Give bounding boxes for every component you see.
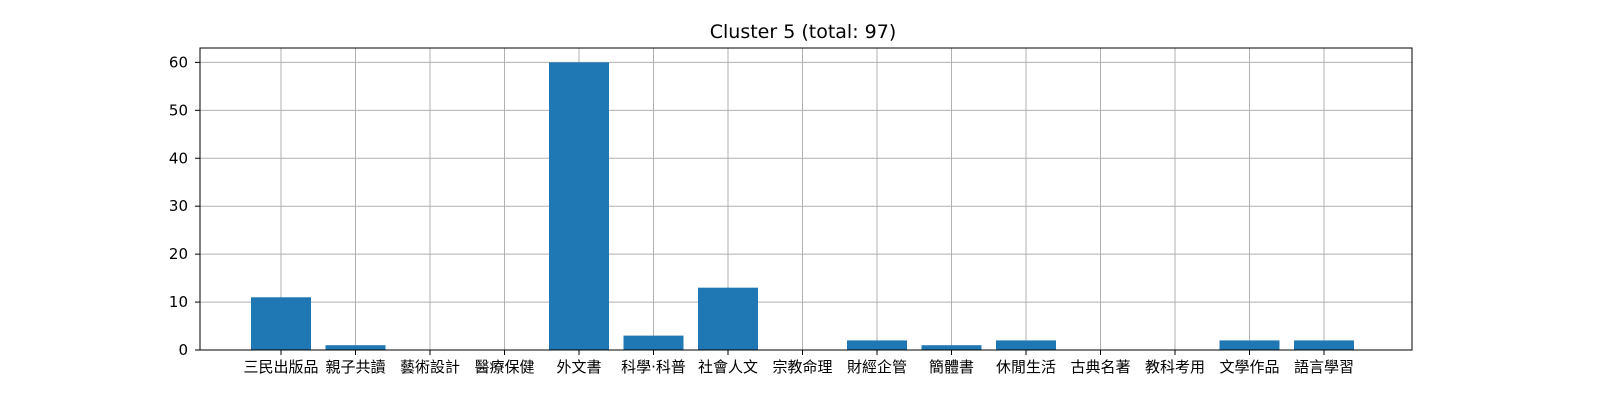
y-tick-label-5: 50 <box>169 101 188 119</box>
bar-5 <box>623 335 684 350</box>
x-tick-label-13: 文學作品 <box>1219 358 1279 376</box>
x-tick-label-2: 藝術設計 <box>400 358 460 376</box>
bar-13 <box>1219 340 1280 350</box>
bar-9 <box>921 345 982 350</box>
x-tick-label-11: 古典名著 <box>1070 358 1130 376</box>
x-ticks: 三民出版品 親子共讀 藝術設計 醫療保健 外文書 科學·科普 社會人文 宗教命理 財經企管 簡體書… <box>243 350 1354 376</box>
bar-14 <box>1294 340 1354 350</box>
axes-layer <box>199 47 1413 351</box>
bar-layer <box>251 62 1354 350</box>
grid-layer <box>200 48 1412 351</box>
bar-6 <box>698 287 758 350</box>
x-tick-label-7: 宗教命理 <box>772 358 832 376</box>
y-tick-label-6: 60 <box>169 53 188 71</box>
y-tick-label-4: 40 <box>169 149 188 167</box>
x-tick-label-6: 社會人文 <box>698 358 758 376</box>
x-tick-label-3: 醫療保健 <box>474 358 534 376</box>
x-tick-label-1: 親子共讀 <box>325 358 385 376</box>
bar-10 <box>996 340 1056 350</box>
x-tick-label-0: 三民出版品 <box>243 358 318 376</box>
y-ticks: 0 10 20 30 40 50 60 <box>169 53 200 359</box>
x-tick-label-4: 外文書 <box>556 358 601 376</box>
plot-frame <box>199 47 1413 351</box>
y-tick-label-0: 0 <box>178 341 188 359</box>
x-tick-label-12: 教科考用 <box>1145 358 1205 376</box>
x-tick-label-14: 語言學習 <box>1294 358 1354 376</box>
y-tick-label-1: 10 <box>169 293 188 311</box>
y-tick-label-2: 20 <box>169 245 188 263</box>
x-tick-label-8: 財經企管 <box>847 358 907 376</box>
x-tick-label-5: 科學·科普 <box>621 358 686 376</box>
bar-4 <box>549 62 609 350</box>
bar-1 <box>325 345 386 350</box>
chart-title: Cluster 5 (total: 97) <box>710 21 897 43</box>
bar-8 <box>847 340 907 350</box>
y-tick-label-3: 30 <box>169 197 188 215</box>
x-tick-label-9: 簡體書 <box>929 358 974 376</box>
bar-0 <box>251 297 311 350</box>
x-tick-label-10: 休閒生活 <box>996 358 1056 376</box>
